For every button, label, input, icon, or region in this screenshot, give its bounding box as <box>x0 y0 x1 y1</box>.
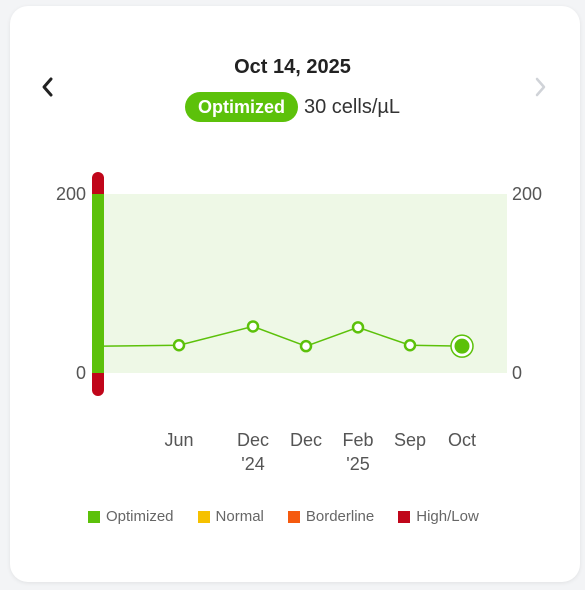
x-tick-label: Dec <box>290 430 322 450</box>
status-row: Optimized 30 cells/µL <box>0 92 585 122</box>
data-point <box>172 339 186 352</box>
measurement-value: 30 cells/µL <box>304 95 401 118</box>
x-tick-label: Oct <box>448 430 476 450</box>
legend-label: Borderline <box>305 508 375 525</box>
legend-swatch <box>287 510 300 523</box>
legend-item: High/Low <box>398 508 479 525</box>
selected-date: Oct 14, 2025 <box>234 56 351 78</box>
trend-chart: 200 0 200 0 Jun Dec '24 Dec Feb '25 Sep Oct <box>56 172 542 474</box>
x-tick-label: '25 <box>346 454 369 474</box>
x-tick-label: Feb <box>342 430 373 450</box>
x-tick-label: Sep <box>394 430 426 450</box>
data-point <box>351 321 365 334</box>
data-point <box>403 339 417 352</box>
chevron-right-icon <box>535 77 546 97</box>
legend-label: High/Low <box>416 508 479 525</box>
legend-swatch <box>88 510 100 523</box>
y-tick-label-left: 200 <box>56 184 86 204</box>
legend-swatch <box>197 510 210 523</box>
data-point <box>299 339 313 353</box>
next-button[interactable] <box>525 72 555 102</box>
x-tick-label: Jun <box>164 430 193 450</box>
legend-label: Normal <box>215 508 264 525</box>
data-point <box>246 320 260 333</box>
selected-data-point <box>454 338 470 354</box>
chevron-left-icon <box>42 77 53 97</box>
range-bar-low <box>92 366 104 396</box>
y-tick-label-right: 0 <box>512 363 522 383</box>
previous-button[interactable] <box>33 72 63 102</box>
legend-item: Normal <box>197 508 264 525</box>
x-tick-label: Dec <box>237 430 269 450</box>
legend-swatch <box>398 510 411 523</box>
y-tick-label-right: 200 <box>512 184 542 204</box>
legend: Optimized Normal Borderline High/Low <box>88 508 479 525</box>
legend-item: Optimized <box>88 508 174 525</box>
legend-label: Optimized <box>106 508 174 525</box>
y-tick-label-left: 0 <box>76 363 86 383</box>
x-tick-label: '24 <box>241 454 264 474</box>
range-bar-optimized <box>92 194 104 373</box>
legend-item: Borderline <box>287 508 375 525</box>
status-badge: Optimized <box>184 92 298 122</box>
